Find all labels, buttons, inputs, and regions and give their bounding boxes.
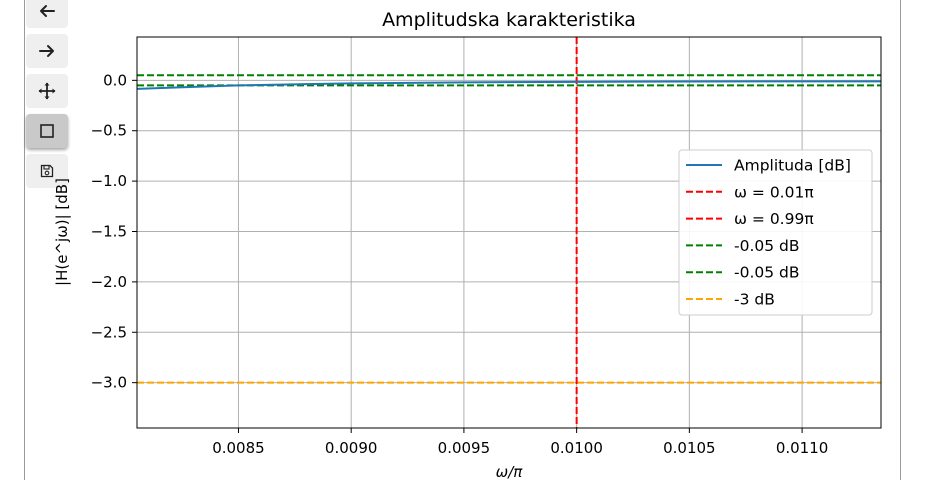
save-icon <box>39 163 55 179</box>
legend-label: ω = 0.99π <box>734 210 814 228</box>
x-tick-label: 0.0110 <box>776 439 829 457</box>
forward-button[interactable] <box>26 34 68 68</box>
series-layer <box>137 37 881 428</box>
zoom-button[interactable] <box>26 114 68 148</box>
y-tick-label: −1.0 <box>91 172 127 190</box>
y-tick-label: −1.5 <box>91 222 127 240</box>
y-tick-label: −3.0 <box>91 374 127 392</box>
back-button[interactable] <box>26 0 68 28</box>
arrow-left-icon <box>38 2 56 20</box>
y-axis-label: |H(e^jω)| [dB] <box>53 178 71 286</box>
y-tick-label: 0.0 <box>103 71 127 89</box>
x-tick-label: 0.0105 <box>663 439 716 457</box>
x-tick-label: 0.0095 <box>438 439 491 457</box>
pan-button[interactable] <box>26 74 68 108</box>
x-tick-label: 0.0085 <box>212 439 265 457</box>
plot-frame <box>136 36 882 429</box>
y-tick-label: −2.5 <box>91 323 127 341</box>
arrow-right-icon <box>38 42 56 60</box>
save-button[interactable] <box>26 154 68 188</box>
legend-label: -0.05 dB <box>734 237 800 255</box>
legend: Amplituda [dB] ω = 0.01π ω = 0.99π -0.05 dB… <box>678 149 873 316</box>
x-axis-ticks: 0.0085 0.0090 0.0095 0.0100 0.0105 0.0110 <box>212 428 828 457</box>
y-axis-ticks: 0.0 −0.5 −1.0 −1.5 −2.0 −2.5 −3.0 <box>91 71 137 392</box>
window-left-border <box>24 0 25 480</box>
zoom-rect-icon <box>39 123 55 139</box>
x-axis-label: ω/π <box>496 463 524 480</box>
move-icon <box>38 82 56 100</box>
chart-title: Amplitudska karakteristika <box>382 9 636 31</box>
legend-label: ω = 0.01π <box>734 183 814 201</box>
legend-box <box>678 149 873 316</box>
legend-label: -3 dB <box>734 291 775 309</box>
x-tick-label: 0.0090 <box>325 439 378 457</box>
y-tick-label: −2.0 <box>91 273 127 291</box>
x-tick-label: 0.0100 <box>550 439 603 457</box>
legend-label: -0.05 dB <box>734 264 800 282</box>
legend-label: Amplituda [dB] <box>734 157 851 175</box>
window-right-border <box>900 0 901 480</box>
series-line-amplitude <box>137 80 881 90</box>
y-tick-label: −0.5 <box>91 122 127 140</box>
